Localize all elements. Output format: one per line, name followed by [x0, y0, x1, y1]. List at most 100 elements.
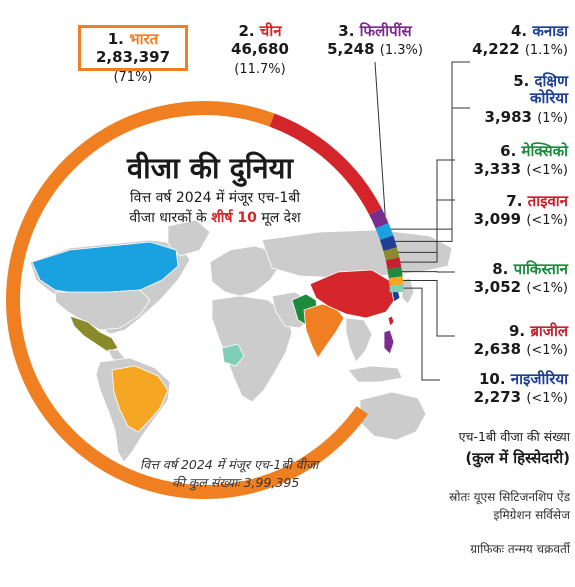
leader-lines	[374, 61, 470, 381]
slice-south-korea	[379, 235, 397, 252]
value-line: 2,83,397 (71%)	[80, 48, 186, 85]
share-percent: (1%)	[537, 110, 568, 126]
leader-line-philippines	[374, 61, 386, 216]
country-name: पाकिस्तान	[513, 260, 568, 278]
share-percent: (<1%)	[526, 281, 568, 297]
visa-count: 3,983	[484, 107, 538, 126]
share-percent: (71%)	[113, 69, 153, 85]
usa-land	[54, 289, 151, 331]
label-nigeria: 10. नाइजीरिया 2,273 (<1%)	[440, 370, 568, 407]
country-name: ब्राजील	[530, 322, 568, 340]
value-line: 2,273 (<1%)	[440, 388, 568, 407]
canada-country	[31, 241, 179, 295]
rank: 9.	[509, 322, 531, 340]
rank: 10.	[479, 370, 511, 388]
slice-china	[269, 113, 382, 215]
japan-land	[401, 277, 415, 305]
slice-brazil	[388, 276, 404, 286]
total-note-line1: वित्त वर्ष 2024 में मंजूर एच-1बी वीजा	[140, 457, 319, 472]
china-country	[309, 269, 397, 319]
label-philippines: 3. फिलीपींस 5,248 (1.3%)	[320, 22, 430, 59]
value-line: 3,099 (<1%)	[460, 210, 568, 229]
label-brazil: 9. ब्राजील 2,638 (<1%)	[460, 322, 568, 359]
legend-line1: एच-1बी वीजा की संख्या	[458, 429, 570, 444]
brazil-country	[111, 365, 169, 433]
southeast-asia-land	[345, 317, 373, 363]
total-note-line2: की कुल संख्याः 3,99,395	[172, 475, 300, 490]
visa-count: 4,222	[472, 40, 525, 59]
chart-subtitle-line2: वीजा धारकों के शीर्ष 10 मूल देश	[70, 208, 360, 227]
label-title: 2. चीन	[210, 22, 310, 40]
indonesia-land	[347, 365, 403, 383]
value-line: 5,248 (1.3%)	[320, 40, 430, 59]
source-line1: स्रोतः यूएस सिटिजनशिप ऐंड	[449, 490, 570, 504]
rank: 8.	[492, 260, 514, 278]
share-percent: (1.1%)	[524, 43, 568, 59]
country-name: दक्षिण	[534, 72, 568, 90]
visa-count: 5,248	[327, 40, 380, 59]
value-line: 2,638 (<1%)	[460, 340, 568, 359]
visa-count: 2,83,397	[95, 48, 171, 67]
rank: 6.	[500, 142, 522, 160]
india-country	[303, 303, 345, 359]
value-line: 4,222 (1.1%)	[460, 40, 568, 59]
subtitle-post: मूल देश	[256, 210, 301, 226]
slice-canada	[375, 223, 394, 240]
label-india: 1. भारत 2,83,397 (71%)	[80, 30, 186, 86]
label-title: 3. फिलीपींस	[320, 22, 430, 40]
label-china: 2. चीन 46,680 (11.7%)	[210, 22, 310, 78]
visa-count: 2,273	[473, 388, 527, 407]
subtitle-highlight: शीर्ष 10	[211, 210, 257, 226]
india-highlight-box	[78, 25, 188, 71]
world-map	[29, 219, 453, 463]
nigeria-country	[221, 343, 245, 367]
philippines-country	[383, 329, 395, 355]
visa-count: 3,052	[473, 278, 527, 297]
slice-mexico	[383, 247, 400, 261]
leader-line-nigeria	[403, 287, 440, 381]
rank: 2.	[238, 22, 260, 40]
visa-count: 2,638	[473, 340, 527, 359]
share-percent: (11.7%)	[234, 61, 286, 77]
leader-line-brazil	[403, 280, 455, 337]
label-title: 4. कनाडा	[460, 22, 568, 40]
label-canada: 4. कनाडा 4,222 (1.1%)	[460, 22, 568, 59]
visa-count: 46,680	[231, 40, 289, 59]
chart-title: वीजा की दुनिया	[127, 151, 293, 185]
taiwan-country	[387, 315, 395, 327]
value-line: 3,333 (<1%)	[460, 160, 568, 179]
label-title: 10. नाइजीरिया	[440, 370, 568, 388]
country-name: भारत	[129, 30, 159, 48]
graphic-credit: ग्राफिकः तन्मय चक्रवर्ती	[470, 542, 570, 556]
source-line2: इमिग्रेशन सर्विसेज	[493, 508, 571, 522]
share-percent: (<1%)	[526, 391, 568, 407]
africa-land	[211, 295, 293, 403]
share-percent: (<1%)	[526, 213, 568, 229]
value-line: 3,052 (<1%)	[460, 278, 568, 297]
europe-land	[209, 245, 281, 297]
slice-india	[6, 101, 369, 499]
country-name: ताइवान	[527, 192, 568, 210]
share-percent: (<1%)	[526, 163, 568, 179]
leader-line-taiwan	[400, 199, 455, 263]
rank: 5.	[513, 72, 535, 90]
leader-line-canada	[390, 61, 470, 230]
australia-land	[359, 391, 427, 441]
subtitle-pre: वीजा धारकों के	[129, 210, 212, 226]
label-title: 1. भारत	[80, 30, 186, 48]
label-title: 7. ताइवान	[460, 192, 568, 210]
label-taiwan: 7. ताइवान 3,099 (<1%)	[460, 192, 568, 229]
label-mexico: 6. मेक्सिको 3,333 (<1%)	[460, 142, 568, 179]
rank: 4.	[511, 22, 533, 40]
label-title: 9. ब्राजील	[460, 322, 568, 340]
label-title: 8. पाकिस्तान	[460, 260, 568, 278]
country-name: फिलीपींस	[359, 22, 412, 40]
country-name-line2: कोरिया	[529, 89, 568, 108]
slice-philippines	[369, 208, 389, 229]
label-title: 5. दक्षिण	[470, 72, 568, 90]
slice-pakistan	[387, 266, 403, 279]
leader-line-south-korea	[395, 107, 470, 242]
russia-asia-land	[261, 229, 453, 279]
